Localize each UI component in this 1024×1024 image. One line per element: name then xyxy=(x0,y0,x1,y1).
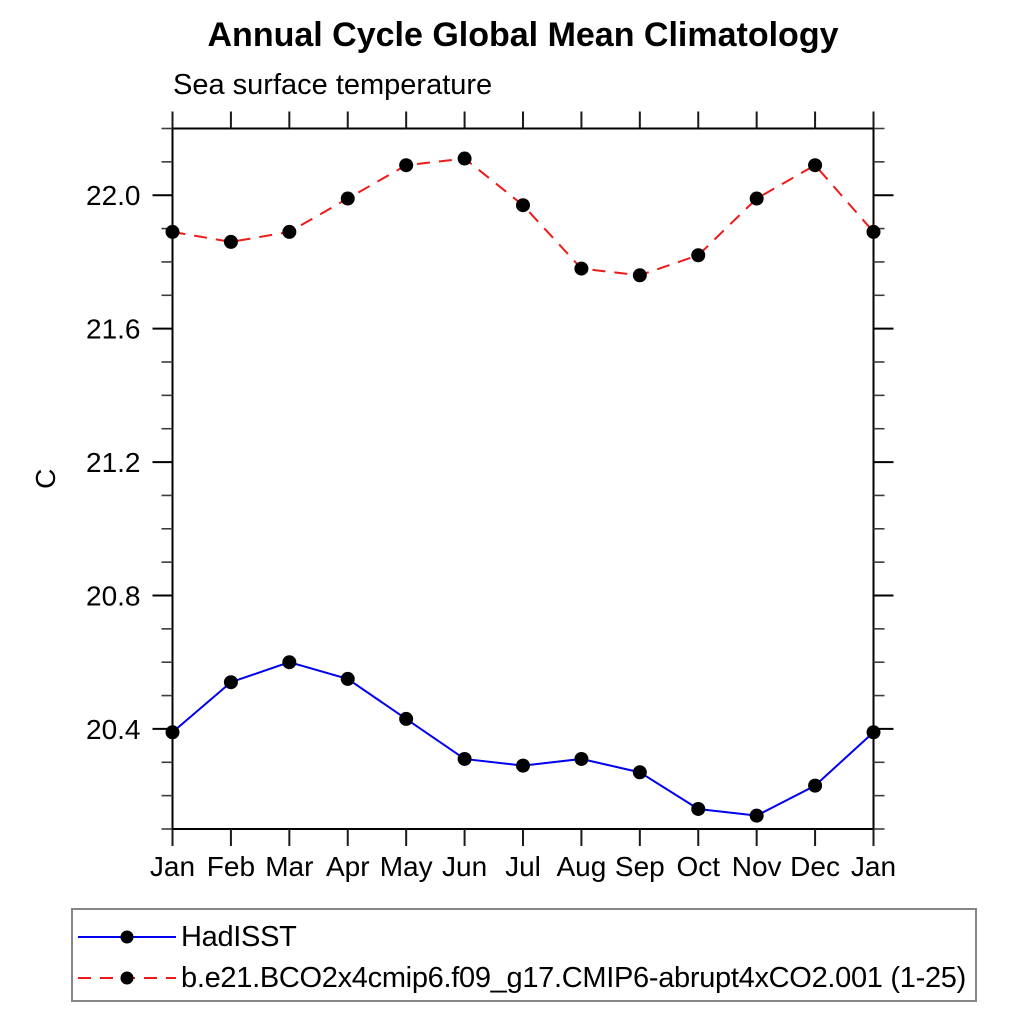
svg-text:Jun: Jun xyxy=(442,851,487,882)
legend-key-line-model xyxy=(78,971,176,985)
legend-key-line-hadisst xyxy=(78,930,176,944)
svg-text:Jan: Jan xyxy=(150,851,195,882)
svg-text:Apr: Apr xyxy=(326,851,370,882)
svg-text:20.8: 20.8 xyxy=(86,581,141,612)
legend-item-model: b.e21.BCO2x4cmip6.f09_g17.CMIP6-abrupt4x… xyxy=(75,961,966,994)
svg-text:Nov: Nov xyxy=(732,851,782,882)
legend: HadISST b.e21.BCO2x4cmip6.f09_g17.CMIP6-… xyxy=(71,908,977,1002)
svg-text:22.0: 22.0 xyxy=(86,180,141,211)
svg-text:21.2: 21.2 xyxy=(86,447,141,478)
svg-text:Jan: Jan xyxy=(851,851,896,882)
svg-text:C: C xyxy=(30,469,61,489)
svg-text:Feb: Feb xyxy=(207,851,255,882)
chart-subtitle: Sea surface temperature xyxy=(173,69,493,101)
svg-text:21.6: 21.6 xyxy=(86,314,141,345)
svg-text:May: May xyxy=(380,851,433,882)
legend-label-hadisst: HadISST xyxy=(181,920,297,953)
svg-text:Dec: Dec xyxy=(790,851,840,882)
svg-text:Aug: Aug xyxy=(557,851,607,882)
legend-label-model: b.e21.BCO2x4cmip6.f09_g17.CMIP6-abrupt4x… xyxy=(181,961,966,994)
svg-text:20.4: 20.4 xyxy=(86,714,141,745)
chart-title: Annual Cycle Global Mean Climatology xyxy=(207,16,839,54)
svg-text:Oct: Oct xyxy=(676,851,720,882)
svg-text:Jul: Jul xyxy=(505,851,541,882)
svg-text:Mar: Mar xyxy=(265,851,313,882)
legend-item-hadisst: HadISST xyxy=(75,920,297,953)
svg-text:Sep: Sep xyxy=(615,851,665,882)
